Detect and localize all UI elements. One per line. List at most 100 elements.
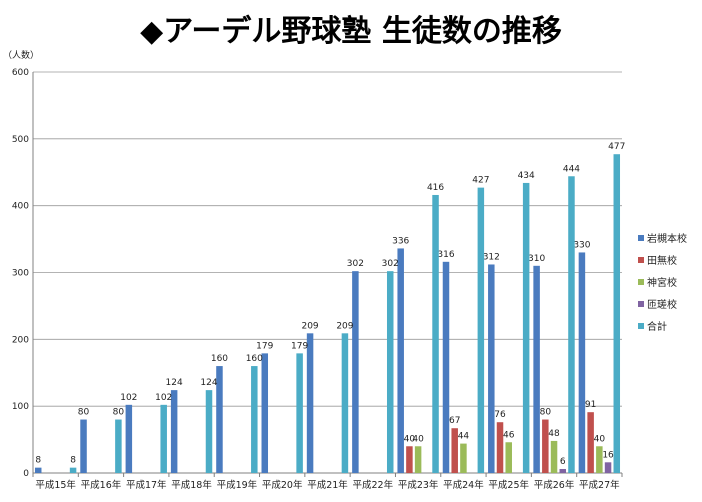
y-tick-label: 0 — [23, 469, 29, 479]
bar — [451, 428, 458, 473]
x-tick-label: 平成18年 — [171, 479, 212, 491]
data-label: 8 — [70, 456, 76, 466]
legend-label: 匝瑳校 — [647, 298, 677, 311]
bar — [251, 366, 258, 473]
x-tick-label: 平成20年 — [262, 479, 303, 491]
bar — [522, 182, 530, 473]
data-label: 8 — [35, 456, 41, 466]
bar — [125, 404, 133, 473]
bar — [488, 264, 495, 473]
bar — [568, 176, 575, 473]
x-tick-label: 平成16年 — [81, 479, 122, 491]
legend-label: 田無校 — [647, 254, 677, 267]
bar — [34, 467, 42, 473]
bar — [205, 390, 213, 473]
data-label: 444 — [563, 164, 580, 174]
data-label: 160 — [246, 354, 263, 364]
data-label: 302 — [347, 259, 364, 269]
data-label: 44 — [458, 432, 470, 442]
bar — [496, 422, 504, 473]
y-tick-label: 400 — [12, 202, 29, 212]
data-label: 179 — [291, 341, 308, 351]
y-tick-label: 300 — [12, 269, 29, 279]
bar — [596, 446, 603, 473]
bar — [80, 419, 87, 473]
bar — [69, 467, 77, 473]
bar — [477, 187, 485, 473]
bar — [352, 271, 359, 473]
data-label: 6 — [560, 457, 566, 467]
bar — [542, 419, 549, 473]
x-tick-label: 平成21年 — [307, 479, 348, 491]
legend-swatch — [638, 323, 644, 329]
data-label: 76 — [494, 410, 506, 420]
data-label: 124 — [166, 378, 183, 388]
data-label: 91 — [585, 400, 596, 410]
data-label: 477 — [608, 142, 625, 152]
bar — [442, 261, 450, 473]
y-tick-label: 600 — [12, 68, 29, 78]
data-label: 80 — [540, 408, 552, 418]
data-label: 160 — [211, 354, 228, 364]
bar — [170, 390, 178, 473]
y-axis-label: （人数） — [3, 49, 39, 61]
x-tick-label: 平成24年 — [443, 479, 484, 491]
data-label: 330 — [573, 240, 590, 250]
data-label: 427 — [472, 176, 489, 186]
data-label: 336 — [392, 236, 409, 246]
legend-swatch — [638, 301, 644, 307]
data-label: 40 — [594, 434, 606, 444]
data-label: 40 — [404, 434, 416, 444]
bar — [306, 333, 314, 473]
bar — [115, 419, 122, 473]
data-label: 209 — [301, 321, 318, 331]
data-label: 416 — [427, 183, 444, 193]
data-label: 316 — [437, 250, 454, 260]
data-label: 16 — [602, 450, 614, 460]
data-label: 312 — [483, 252, 500, 262]
bar — [578, 252, 586, 473]
y-tick-label: 100 — [12, 402, 29, 412]
y-tick-label: 500 — [12, 135, 29, 145]
bar — [341, 333, 349, 473]
legend-swatch — [638, 279, 644, 285]
bar — [505, 442, 512, 473]
chart-title: ◆アーデル野球塾 生徒数の推移 — [140, 14, 562, 49]
legend-label: 合計 — [647, 320, 667, 333]
bar — [613, 154, 621, 473]
data-label: 102 — [120, 393, 137, 403]
bar — [406, 446, 413, 473]
bar — [533, 265, 540, 473]
bar — [414, 446, 422, 473]
bar — [386, 271, 394, 473]
legend-swatch — [638, 257, 644, 263]
x-tick-label: 平成15年 — [35, 479, 76, 491]
bar — [559, 468, 567, 473]
bar — [397, 248, 404, 473]
data-label: 80 — [78, 408, 90, 418]
data-label: 80 — [113, 408, 125, 418]
legend-label: 岩槻本校 — [647, 232, 687, 245]
data-label: 434 — [518, 171, 535, 181]
bar — [216, 366, 223, 473]
x-tick-label: 平成27年 — [579, 479, 620, 491]
bar — [604, 462, 612, 473]
data-label: 310 — [528, 254, 545, 264]
x-tick-label: 平成17年 — [126, 479, 167, 491]
legend-swatch — [638, 235, 644, 241]
bar — [160, 404, 167, 473]
data-label: 67 — [449, 416, 460, 426]
data-label: 124 — [200, 378, 217, 388]
x-tick-label: 平成22年 — [353, 479, 394, 491]
data-label: 48 — [548, 429, 560, 439]
bar — [587, 412, 594, 473]
bar — [432, 194, 439, 473]
data-label: 40 — [412, 434, 424, 444]
bar — [296, 353, 303, 473]
bar — [261, 353, 269, 473]
bar — [550, 440, 558, 473]
data-label: 102 — [155, 393, 172, 403]
data-label: 46 — [503, 430, 515, 440]
data-label: 179 — [256, 341, 273, 351]
